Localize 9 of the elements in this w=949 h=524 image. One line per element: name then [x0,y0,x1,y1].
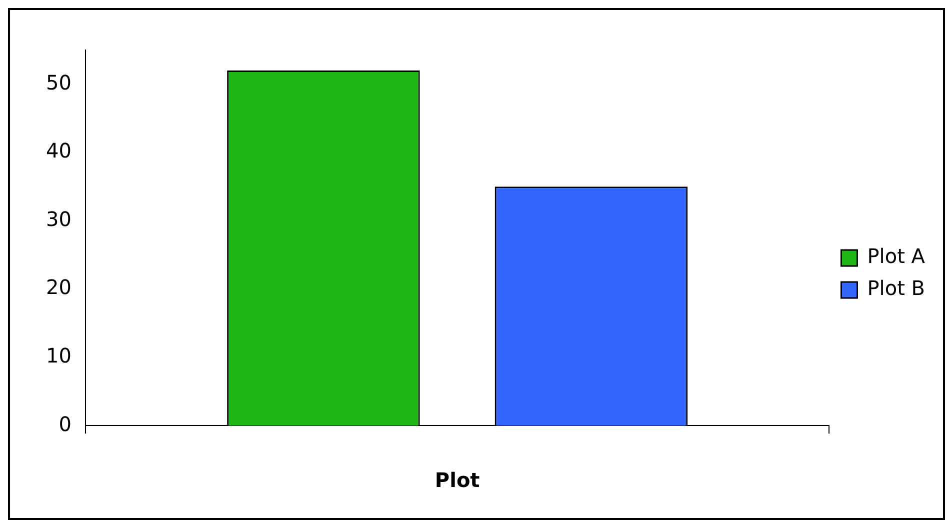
y-tick-label: 30 [46,206,72,231]
legend-label: Plot A [867,244,926,268]
y-tick-label: 50 [46,70,72,94]
y-tick-label: 40 [46,138,72,163]
legend-label: Plot B [867,276,926,300]
y-tick-label: 20 [46,275,72,300]
y-tick-label: 10 [46,344,72,368]
y-tick-label: 0 [58,412,72,436]
x-axis-title: Plot [434,468,480,492]
